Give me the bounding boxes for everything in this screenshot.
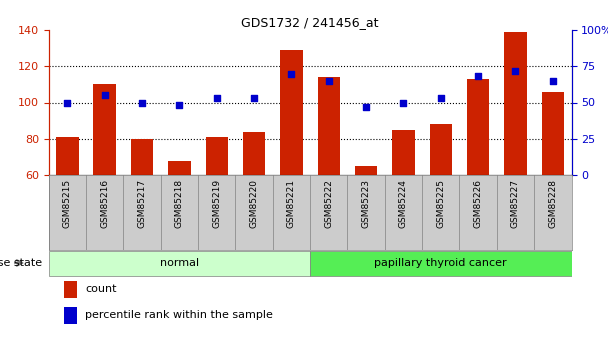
Bar xyxy=(168,160,190,175)
Point xyxy=(436,95,446,101)
Text: GSM85222: GSM85222 xyxy=(324,179,333,228)
Point xyxy=(249,95,259,101)
Bar xyxy=(542,92,564,175)
Bar xyxy=(94,85,116,175)
Bar xyxy=(430,124,452,175)
Text: GSM85224: GSM85224 xyxy=(399,179,408,228)
Point xyxy=(473,73,483,79)
Text: percentile rank within the sample: percentile rank within the sample xyxy=(85,310,273,320)
Text: GSM85220: GSM85220 xyxy=(249,179,258,228)
Point xyxy=(511,68,520,73)
FancyBboxPatch shape xyxy=(49,252,310,276)
Point xyxy=(324,78,334,83)
Bar xyxy=(280,50,303,175)
Bar xyxy=(504,32,527,175)
Point xyxy=(100,92,109,98)
Title: GDS1732 / 241456_at: GDS1732 / 241456_at xyxy=(241,16,379,29)
Text: GSM85218: GSM85218 xyxy=(175,179,184,228)
Point xyxy=(137,100,147,105)
Bar xyxy=(64,282,77,298)
Point xyxy=(548,78,558,83)
Bar xyxy=(131,139,153,175)
Point xyxy=(174,103,184,108)
Text: GSM85217: GSM85217 xyxy=(137,179,147,228)
Bar xyxy=(243,131,265,175)
Bar xyxy=(355,166,378,175)
Text: GSM85226: GSM85226 xyxy=(474,179,483,228)
Text: GSM85219: GSM85219 xyxy=(212,179,221,228)
Text: normal: normal xyxy=(160,258,199,268)
Text: GSM85225: GSM85225 xyxy=(437,179,445,228)
Text: GSM85216: GSM85216 xyxy=(100,179,109,228)
Bar xyxy=(392,130,415,175)
Text: GSM85227: GSM85227 xyxy=(511,179,520,228)
Text: GSM85221: GSM85221 xyxy=(287,179,296,228)
Text: GSM85223: GSM85223 xyxy=(362,179,371,228)
Text: count: count xyxy=(85,284,117,294)
Text: GSM85215: GSM85215 xyxy=(63,179,72,228)
Bar xyxy=(317,77,340,175)
Point xyxy=(212,95,221,101)
Point xyxy=(286,71,296,76)
Point xyxy=(399,100,409,105)
Bar xyxy=(467,79,489,175)
Bar xyxy=(64,307,77,324)
Point xyxy=(361,104,371,110)
Bar xyxy=(56,137,78,175)
Text: papillary thyroid cancer: papillary thyroid cancer xyxy=(375,258,507,268)
Text: GSM85228: GSM85228 xyxy=(548,179,558,228)
FancyBboxPatch shape xyxy=(310,252,572,276)
Point xyxy=(63,100,72,105)
Bar xyxy=(206,137,228,175)
Text: disease state: disease state xyxy=(0,258,43,268)
